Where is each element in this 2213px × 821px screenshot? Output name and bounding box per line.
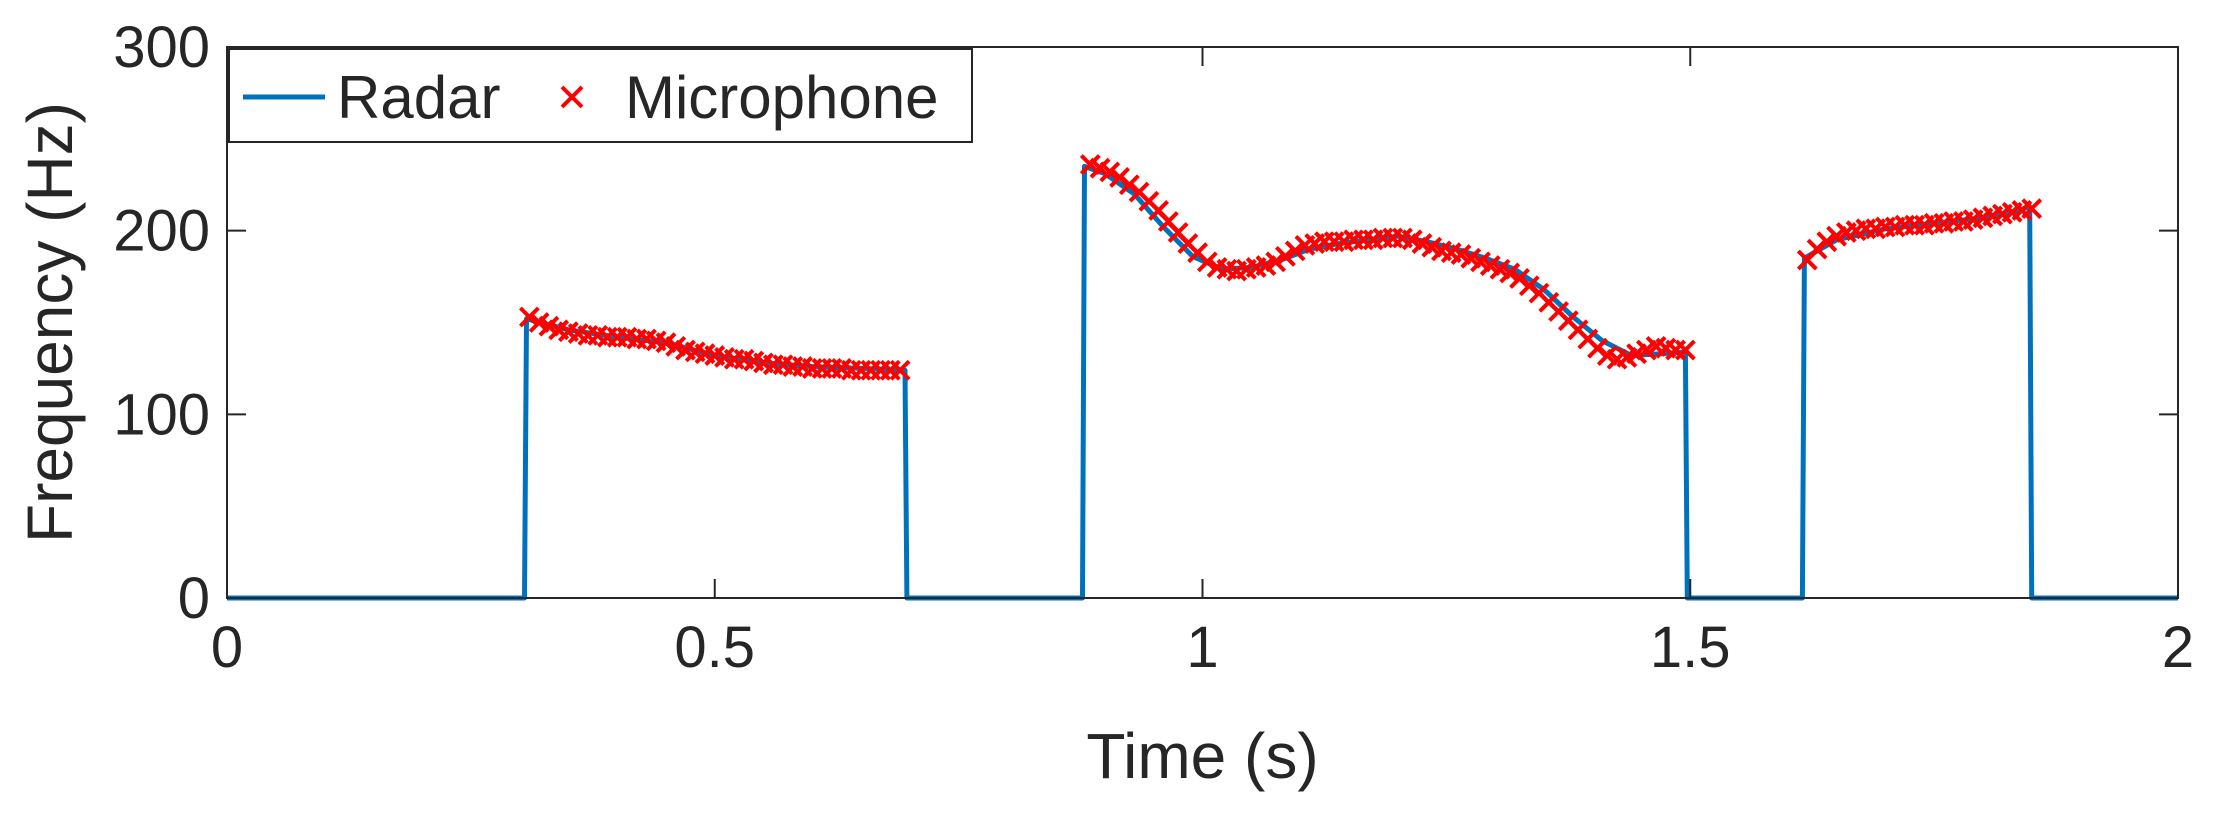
y-axis-label: Frequency (Hz) <box>14 102 86 543</box>
y-tick-label: 200 <box>113 199 210 264</box>
x-tick-label: 2 <box>2162 615 2194 680</box>
y-tick-label: 0 <box>178 566 210 631</box>
microphone-point <box>518 306 540 328</box>
x-tick-label: 0.5 <box>674 615 755 680</box>
microphone-point <box>2021 198 2043 220</box>
microphone-point <box>1099 161 1121 183</box>
legend: Radar Microphone <box>228 48 973 143</box>
x-tick-label: 1.5 <box>1650 615 1731 680</box>
tick-labels: 0 0.5 1 1.5 2 0 100 200 300 <box>113 15 2194 680</box>
legend-box <box>228 48 973 143</box>
microphone-point <box>1196 251 1218 273</box>
x-tick-label: 1 <box>1186 615 1218 680</box>
microphone-point <box>889 359 911 381</box>
x-tick-label: 0 <box>211 615 243 680</box>
x-axis-label: Time (s) <box>1086 720 1318 792</box>
microphone-point <box>1499 262 1521 284</box>
axes <box>226 46 2179 599</box>
legend-microphone-marker-swatch <box>560 85 584 109</box>
microphone-point <box>1674 339 1696 361</box>
legend-microphone-label: Microphone <box>625 64 939 131</box>
microphone-point <box>1275 245 1296 267</box>
legend-radar-label: Radar <box>337 64 500 131</box>
microphone-point <box>1265 251 1287 273</box>
y-tick-label: 100 <box>113 382 210 447</box>
microphone-point <box>1816 231 1838 253</box>
microphone-series <box>518 154 2043 381</box>
legend-microphone-marker <box>560 85 584 109</box>
y-tick-label: 300 <box>113 15 210 80</box>
microphone-point <box>1284 240 1306 262</box>
